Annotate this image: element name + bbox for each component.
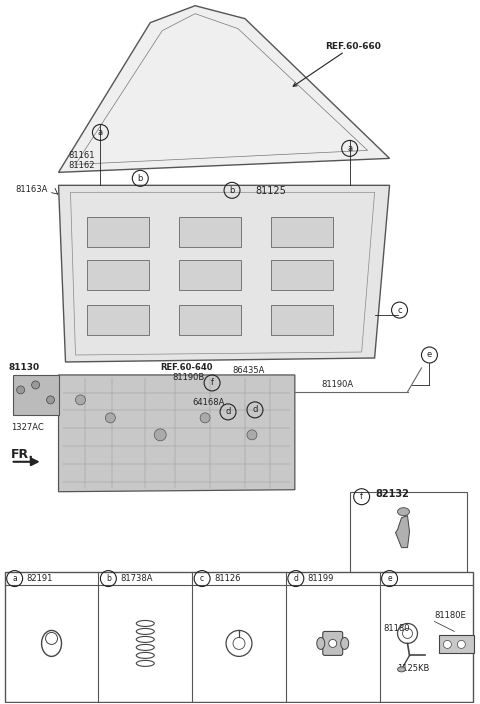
Text: 64168A: 64168A xyxy=(192,398,225,407)
Text: d: d xyxy=(225,408,231,416)
Polygon shape xyxy=(439,636,474,653)
Circle shape xyxy=(329,639,336,648)
Circle shape xyxy=(247,430,257,440)
Text: REF.60-640: REF.60-640 xyxy=(160,363,213,372)
FancyBboxPatch shape xyxy=(350,491,468,600)
Text: 81126: 81126 xyxy=(214,574,240,583)
FancyBboxPatch shape xyxy=(87,305,149,335)
Text: 86435A: 86435A xyxy=(232,366,264,375)
Text: 81738A: 81738A xyxy=(120,574,153,583)
Text: f: f xyxy=(360,492,363,501)
Text: 81190A: 81190A xyxy=(322,380,354,389)
Text: b: b xyxy=(229,186,235,195)
Circle shape xyxy=(75,395,85,405)
FancyBboxPatch shape xyxy=(87,218,149,247)
Text: d: d xyxy=(293,574,298,583)
Text: 82132: 82132 xyxy=(376,489,409,498)
Polygon shape xyxy=(59,6,390,172)
Text: 81180: 81180 xyxy=(384,624,410,634)
FancyBboxPatch shape xyxy=(179,260,241,290)
Text: a: a xyxy=(347,144,352,153)
Text: a: a xyxy=(98,128,103,137)
Text: 1327AC: 1327AC xyxy=(11,423,43,432)
Circle shape xyxy=(457,641,465,648)
Text: 81130: 81130 xyxy=(9,363,40,372)
Text: b: b xyxy=(138,174,143,183)
Circle shape xyxy=(200,413,210,423)
FancyBboxPatch shape xyxy=(323,631,343,655)
Circle shape xyxy=(106,413,115,423)
Text: 81163A: 81163A xyxy=(16,185,48,194)
Text: e: e xyxy=(427,351,432,360)
Ellipse shape xyxy=(397,508,409,515)
Text: 81180E: 81180E xyxy=(434,612,466,620)
Text: FR.: FR. xyxy=(11,448,34,461)
Text: 1125KB: 1125KB xyxy=(397,665,430,673)
Text: 81199: 81199 xyxy=(308,574,334,583)
Polygon shape xyxy=(59,375,295,491)
Polygon shape xyxy=(59,185,390,362)
Polygon shape xyxy=(396,515,409,548)
Text: d: d xyxy=(252,406,258,415)
Circle shape xyxy=(154,429,166,441)
FancyBboxPatch shape xyxy=(271,218,333,247)
Text: 81162: 81162 xyxy=(69,161,95,170)
Circle shape xyxy=(444,641,451,648)
FancyBboxPatch shape xyxy=(179,218,241,247)
FancyBboxPatch shape xyxy=(5,572,473,703)
Circle shape xyxy=(17,386,24,394)
Text: 82191: 82191 xyxy=(26,574,53,583)
Text: REF.60-660: REF.60-660 xyxy=(293,42,381,87)
Text: f: f xyxy=(211,379,214,387)
FancyBboxPatch shape xyxy=(271,260,333,290)
Text: c: c xyxy=(397,306,402,315)
FancyBboxPatch shape xyxy=(87,260,149,290)
Circle shape xyxy=(32,381,39,389)
Ellipse shape xyxy=(317,637,325,649)
Text: 81125: 81125 xyxy=(255,187,286,196)
Text: c: c xyxy=(200,574,204,583)
Polygon shape xyxy=(12,375,59,415)
FancyBboxPatch shape xyxy=(179,305,241,335)
Text: a: a xyxy=(12,574,17,583)
FancyBboxPatch shape xyxy=(271,305,333,335)
Ellipse shape xyxy=(341,637,348,649)
Text: 81161: 81161 xyxy=(69,151,95,161)
Text: e: e xyxy=(387,574,392,583)
Text: b: b xyxy=(106,574,111,583)
Circle shape xyxy=(47,396,55,404)
Ellipse shape xyxy=(397,667,406,672)
Text: 81190B: 81190B xyxy=(172,373,204,382)
